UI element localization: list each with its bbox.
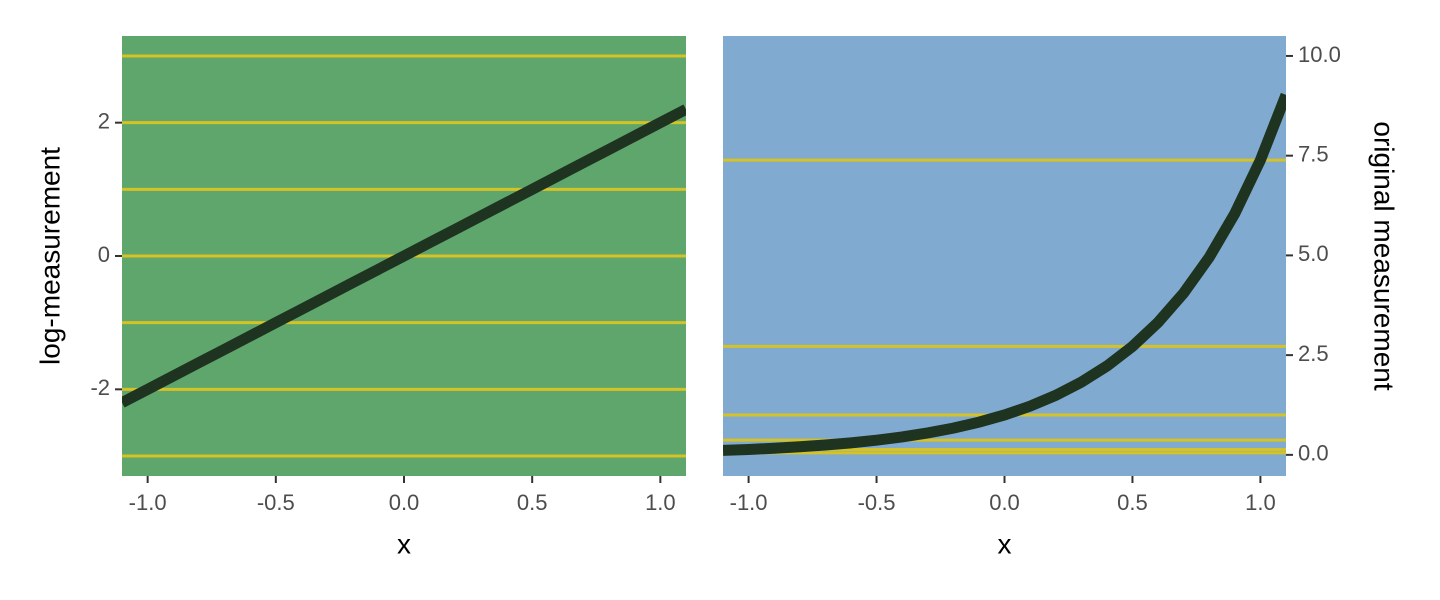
- y-tick-label: 5.0: [1298, 241, 1329, 266]
- x-tick-label: -0.5: [858, 490, 896, 515]
- panel-background: [723, 36, 1286, 476]
- y-tick-label: 2: [98, 108, 110, 133]
- x-tick-label: 0.5: [1117, 490, 1148, 515]
- x-tick-label: -1.0: [129, 490, 167, 515]
- x-tick-label: 0.0: [989, 490, 1020, 515]
- data-line: [723, 92, 1286, 456]
- y-tick-label: -2: [90, 375, 110, 400]
- x-tick-label: 1.0: [1245, 490, 1276, 515]
- y-tick-label: 10.0: [1298, 42, 1341, 67]
- y-tick-label: 0: [98, 242, 110, 267]
- x-tick-label: 0.0: [389, 490, 420, 515]
- y-tick-label: 0.0: [1298, 441, 1329, 466]
- y-tick-label: 7.5: [1298, 141, 1329, 166]
- y-axis-title: original measurement: [1369, 121, 1400, 390]
- x-tick-label: -1.0: [730, 490, 768, 515]
- data-line: [122, 104, 686, 408]
- x-tick-label: -0.5: [257, 490, 295, 515]
- y-axis-title: log-measurement: [34, 147, 65, 365]
- x-tick-label: 0.5: [517, 490, 548, 515]
- y-tick-label: 2.5: [1298, 341, 1329, 366]
- x-axis-title: x: [397, 528, 411, 559]
- x-tick-label: 1.0: [645, 490, 676, 515]
- x-axis-title: x: [998, 528, 1012, 559]
